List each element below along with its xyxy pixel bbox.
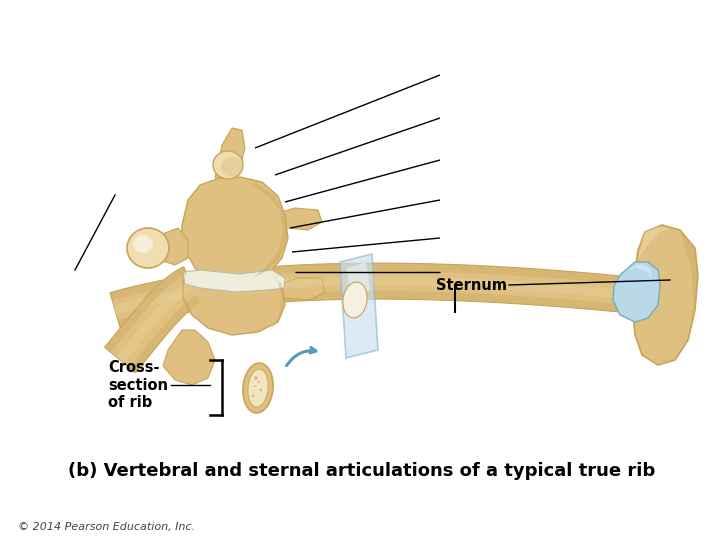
Ellipse shape [213,151,243,179]
Ellipse shape [133,235,153,253]
Polygon shape [613,262,660,322]
Text: © 2014 Pearson Education, Inc.: © 2014 Pearson Education, Inc. [18,522,195,532]
Polygon shape [252,182,288,279]
Polygon shape [278,278,325,300]
Polygon shape [104,267,187,352]
Polygon shape [114,276,631,314]
Polygon shape [215,128,245,178]
Ellipse shape [260,388,262,392]
Ellipse shape [254,385,256,387]
Polygon shape [110,263,631,327]
Polygon shape [278,208,322,230]
Polygon shape [129,296,200,373]
Polygon shape [118,291,629,327]
Polygon shape [625,264,652,280]
Polygon shape [104,267,200,373]
Polygon shape [638,227,670,258]
Polygon shape [110,263,631,300]
Ellipse shape [221,157,243,177]
Text: Sternum: Sternum [436,278,507,293]
Polygon shape [182,177,288,283]
Polygon shape [268,270,285,332]
Polygon shape [183,270,285,292]
Polygon shape [678,230,698,358]
Ellipse shape [258,381,260,383]
Polygon shape [160,228,188,265]
Polygon shape [632,225,698,365]
Ellipse shape [243,363,273,413]
Ellipse shape [248,369,268,407]
Polygon shape [340,254,378,358]
Polygon shape [163,330,215,385]
Ellipse shape [127,228,169,268]
Ellipse shape [343,282,367,318]
Polygon shape [347,262,370,296]
Text: (b) Vertebral and sternal articulations of a typical true rib: (b) Vertebral and sternal articulations … [68,462,656,480]
Ellipse shape [254,376,258,380]
Text: Cross-
section
of rib: Cross- section of rib [108,360,168,410]
Ellipse shape [252,395,254,397]
Polygon shape [183,270,285,335]
Polygon shape [116,280,194,363]
